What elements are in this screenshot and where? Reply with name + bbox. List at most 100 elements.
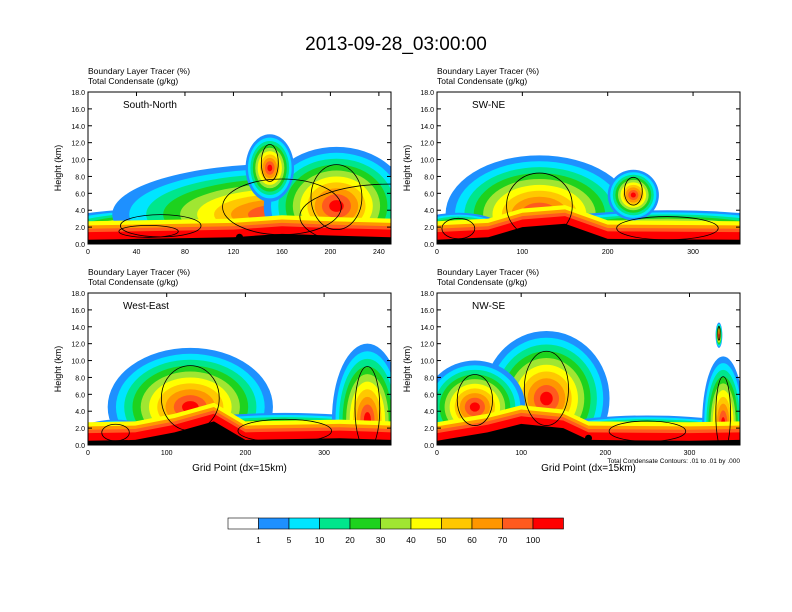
x-tick-label: 80	[181, 249, 189, 256]
y-tick-label: 8.0	[424, 375, 434, 382]
condensate-contour-1	[523, 350, 569, 426]
x-tick-label: 0	[86, 450, 90, 457]
panel-frame	[87, 292, 392, 446]
colorbar-label: 30	[376, 535, 386, 545]
panel-sw-ne: 0.0 2.0 4.0 6.0 8.0 10.0 12.0 14.0 16.0 18.0 Heigh…	[402, 66, 741, 256]
panel-frame	[436, 91, 741, 245]
boundary-layer-band	[437, 405, 740, 445]
y-tick-label: 18.0	[71, 90, 85, 97]
field-label: Boundary Layer Tracer (%)	[88, 267, 190, 277]
contour-note: Total Condensate Contours: .01 to .01 by…	[607, 458, 740, 465]
condensate-contour-4	[623, 176, 643, 206]
y-tick-label: 6.0	[75, 392, 85, 399]
condensate-contour-3	[222, 178, 342, 236]
terrain	[437, 423, 740, 445]
y-tick-label: 12.0	[420, 141, 434, 148]
contour-label: Total Condensate (g/kg)	[88, 277, 178, 287]
condensate-contour-1	[160, 365, 220, 432]
y-tick-label: 18.0	[71, 291, 85, 298]
main-title: 2013-09-28_03:00:00	[305, 34, 487, 55]
y-tick-label: 0.0	[424, 242, 434, 249]
y-tick-label: 16.0	[71, 107, 85, 114]
field-label: Boundary Layer Tracer (%)	[437, 267, 539, 277]
y-tick-label: 2.0	[75, 225, 85, 232]
colorbar-label: 70	[498, 535, 508, 545]
panel-frame	[436, 292, 741, 446]
tracer-level-10	[469, 402, 480, 412]
y-tick-label: 8.0	[75, 174, 85, 181]
x-tick-label: 0	[435, 249, 439, 256]
y-tick-label: 0.0	[424, 443, 434, 450]
colorbar-label: 60	[467, 535, 477, 545]
y-tick-label: 2.0	[424, 426, 434, 433]
colorbar-label: 10	[315, 535, 325, 545]
y-tick-label: 18.0	[420, 90, 434, 97]
y-tick-label: 14.0	[420, 325, 434, 332]
y-tick-label: 16.0	[71, 308, 85, 315]
colorbar-label: 40	[406, 535, 416, 545]
y-tick-label: 12.0	[71, 342, 85, 349]
condensate-contour-2	[299, 183, 391, 244]
x-tick-label: 100	[517, 249, 529, 256]
tracer-level-10	[540, 391, 553, 406]
field-label: Boundary Layer Tracer (%)	[437, 66, 539, 76]
y-tick-label: 4.0	[75, 409, 85, 416]
colorbar-swatch-3	[319, 517, 351, 530]
y-tick-label: 6.0	[75, 191, 85, 198]
x-axis: 0 100 200 300 Grid Point (dx=15km)	[435, 293, 695, 474]
y-tick-label: 8.0	[424, 174, 434, 181]
tracer-level-10	[630, 192, 636, 198]
y-axis: 0.0 2.0 4.0 6.0 8.0 10.0 12.0 14.0 16.0 18.0 Heigh…	[402, 291, 740, 450]
location-marker	[236, 233, 243, 241]
y-tick-label: 8.0	[75, 375, 85, 382]
panel-title: South-North	[123, 100, 177, 111]
condensate-contour-3	[354, 366, 381, 445]
plot-area	[437, 155, 740, 244]
condensate-contour-4	[101, 423, 130, 442]
condensate-contour-5	[260, 143, 279, 182]
x-tick-label: 120	[228, 249, 240, 256]
x-tick-label: 300	[684, 450, 696, 457]
y-tick-label: 6.0	[424, 392, 434, 399]
colorbar-swatch-9	[502, 517, 534, 530]
x-axis-label: Grid Point (dx=15km)	[192, 463, 287, 474]
y-tick-label: 14.0	[420, 124, 434, 131]
colorbar-label: 100	[526, 535, 540, 545]
x-tick-label: 200	[240, 450, 252, 457]
tracer-level-10	[329, 200, 344, 212]
panel-west-east: 0.0 2.0 4.0 6.0 8.0 10.0 12.0 14.0 16.0 18.0 Heigh…	[53, 267, 392, 474]
x-tick-label: 0	[435, 450, 439, 457]
condensate-contour-2	[237, 418, 332, 443]
panel-title: SW-NE	[472, 100, 505, 111]
y-tick-label: 16.0	[420, 308, 434, 315]
colorbar-swatch-6	[410, 517, 442, 530]
y-tick-label: 2.0	[424, 225, 434, 232]
y-tick-label: 14.0	[71, 124, 85, 131]
panel-title: NW-SE	[472, 301, 505, 312]
panel-south-north: 0.0 2.0 4.0 6.0 8.0 10.0 12.0 14.0 16.0 18.0 Heigh…	[53, 66, 392, 256]
y-tick-label: 10.0	[71, 158, 85, 165]
colorbar-swatch-0	[227, 517, 259, 530]
contour-label: Total Condensate (g/kg)	[437, 76, 527, 86]
condensate-contour-3	[608, 420, 687, 442]
colorbar-swatch-2	[288, 517, 320, 530]
y-tick-label: 16.0	[420, 107, 434, 114]
colorbar-swatch-4	[349, 517, 381, 530]
condensate-contour-5	[717, 325, 721, 341]
contour-label: Total Condensate (g/kg)	[88, 76, 178, 86]
location-marker	[230, 434, 238, 442]
y-axis-label: Height (km)	[53, 346, 63, 393]
colorbar-label: 5	[287, 535, 292, 545]
condensate-contour-2	[616, 216, 719, 241]
tracer-blob-4	[607, 169, 659, 221]
y-axis-label: Height (km)	[402, 346, 412, 393]
contour-label: Total Condensate (g/kg)	[437, 277, 527, 287]
x-axis: 0 100 200 300	[435, 92, 699, 256]
location-marker	[585, 434, 592, 442]
x-tick-label: 0	[86, 249, 90, 256]
colorbar-swatch-7	[441, 517, 473, 530]
x-tick-label: 300	[687, 249, 699, 256]
condensate-contour-4	[715, 376, 731, 445]
colorbar-swatch-5	[380, 517, 412, 530]
y-tick-label: 14.0	[71, 325, 85, 332]
